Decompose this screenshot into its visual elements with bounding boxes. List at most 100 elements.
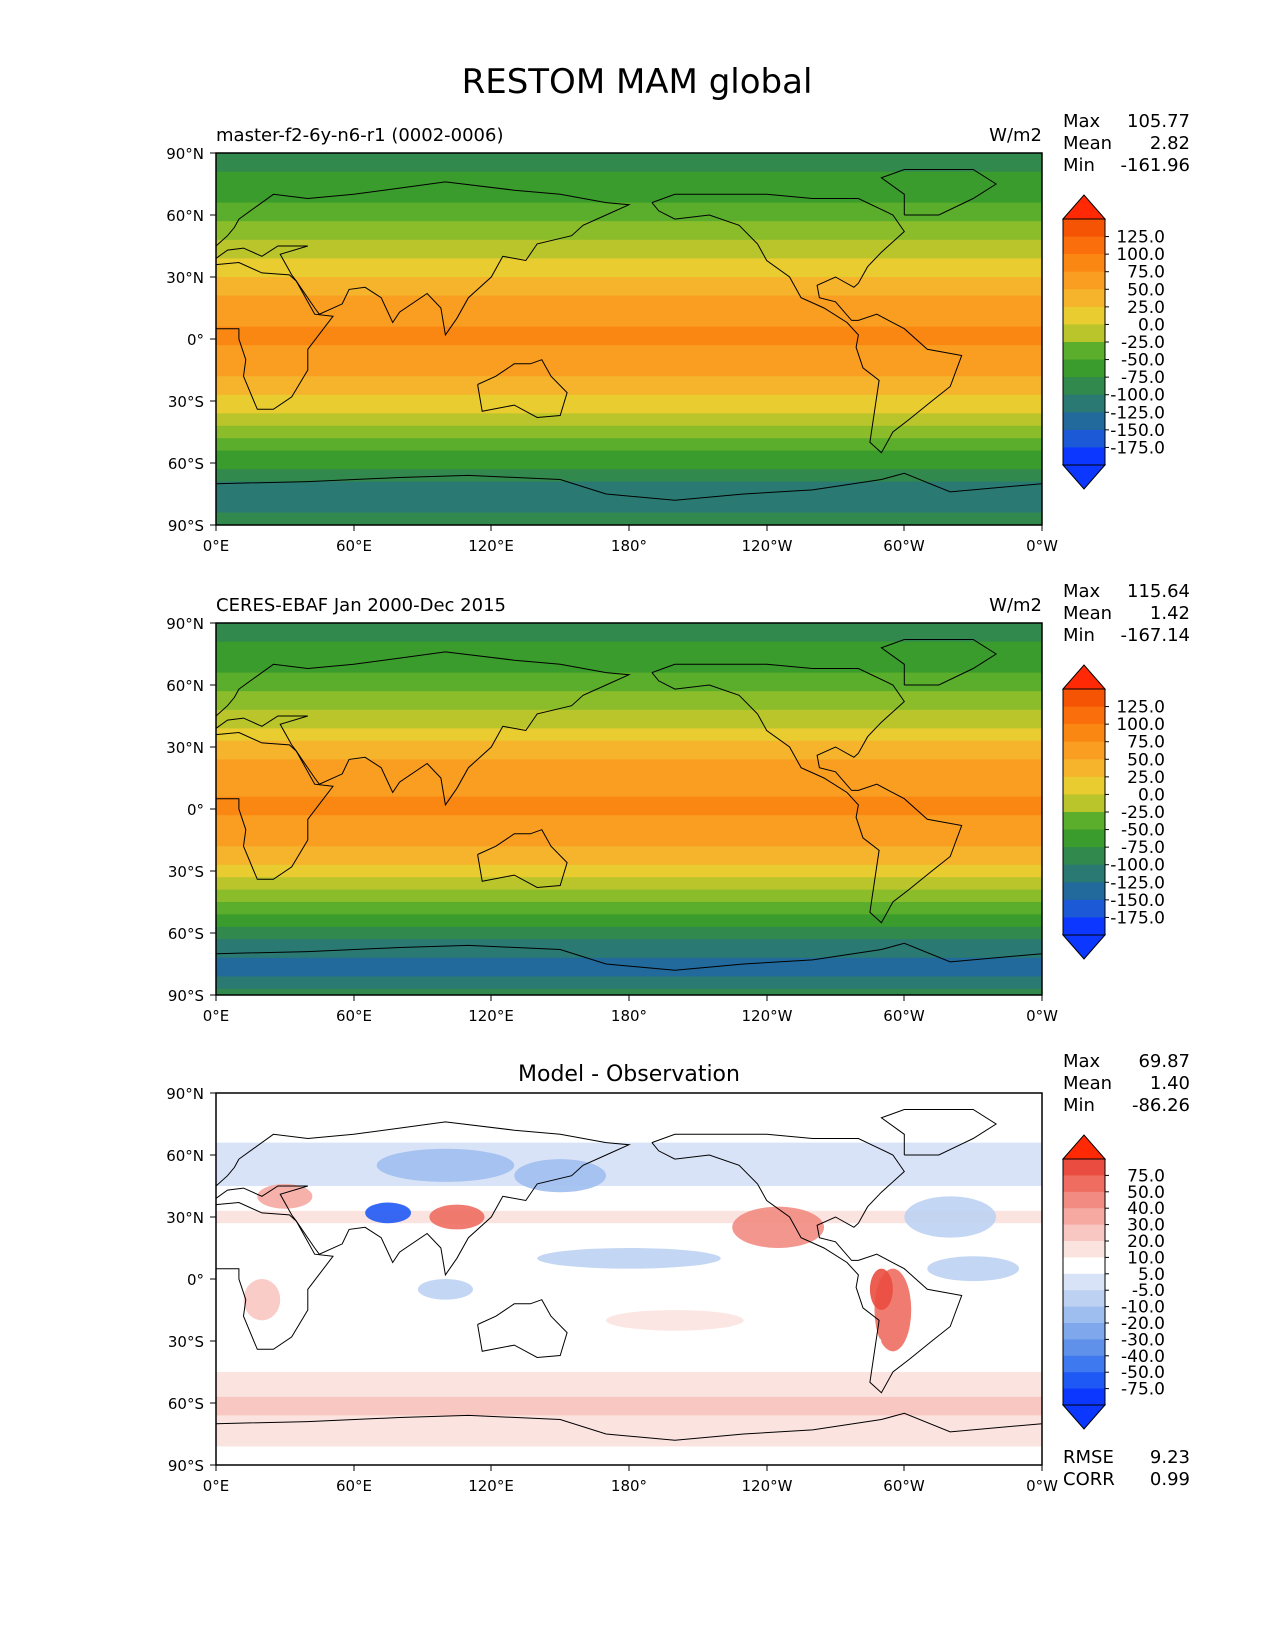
zonal-band <box>216 444 1042 452</box>
zonal-band <box>216 976 1042 984</box>
zonal-band <box>216 1124 1042 1131</box>
y-tick-label: 90°S <box>168 1457 204 1475</box>
stat-min-label: Min <box>1063 1095 1095 1116</box>
colorbar-segment <box>1063 1355 1105 1373</box>
zonal-band <box>216 1130 1042 1137</box>
coastlines <box>216 639 1042 971</box>
zonal-band <box>216 1378 1042 1385</box>
anomaly-patch <box>429 1204 485 1230</box>
y-tick-label: 60°N <box>166 677 204 695</box>
zonal-band <box>216 320 1042 328</box>
zonal-band <box>216 1279 1042 1286</box>
anomaly-patch <box>606 1310 744 1331</box>
zonal-band <box>216 345 1042 352</box>
panel-obs: CERES-EBAF Jan 2000-Dec 2015 W/m2 90°N 6… <box>166 581 1190 1025</box>
colorbar-segment <box>1063 794 1105 813</box>
zonal-band <box>216 734 1042 742</box>
colorbar-segment <box>1063 759 1105 778</box>
zonal-band <box>216 796 1042 804</box>
anomaly-patch <box>376 1148 515 1182</box>
x-axis: 0°E 60°E 120°E 180° 120°W 60°W 0°W <box>203 1465 1058 1495</box>
colorbar-tick-label: -20.0 <box>1121 1314 1165 1334</box>
zonal-band <box>216 171 1042 179</box>
zonal-band <box>216 647 1042 655</box>
y-axis: 90°N 60°N 30°N 0° 30°S 60°S 90°S <box>166 1085 216 1475</box>
metric-corr-label: CORR <box>1063 1469 1115 1490</box>
x-axis: 0°E 60°E 120°E 180° 120°W 60°W 0°W <box>203 995 1058 1025</box>
colorbar-tick-label: -100.0 <box>1110 856 1165 876</box>
stat-max-label: Max <box>1063 1051 1101 1072</box>
coastline <box>216 1201 334 1350</box>
colorbar-segment <box>1063 812 1105 831</box>
zonal-band <box>216 277 1042 284</box>
zonal-band <box>216 1198 1042 1206</box>
colorbar-segment <box>1063 1273 1105 1291</box>
zonal-band <box>216 450 1042 458</box>
colorbar-extend-top <box>1061 664 1107 690</box>
zonal-band <box>216 740 1042 748</box>
zonal-band <box>216 771 1042 779</box>
y-tick-label: 90°N <box>166 615 204 633</box>
panel-left-title: master-f2-6y-n6-r1 (0002-0006) <box>216 125 503 146</box>
anomaly-patch <box>417 1279 473 1300</box>
x-tick-label: 60°W <box>883 1477 925 1495</box>
zonal-band <box>216 370 1042 377</box>
zonal-band <box>216 939 1042 946</box>
zonal-band <box>216 1093 1042 1100</box>
y-tick-label: 30°S <box>168 863 204 881</box>
zonal-band <box>216 883 1042 891</box>
colorbar-segment <box>1063 394 1105 413</box>
zonal-band <box>216 858 1042 866</box>
coastline <box>216 731 334 880</box>
colorbar-tick-label: 30.0 <box>1127 1216 1165 1236</box>
y-axis: 90°N 60°N 30°N 0° 30°S 60°S 90°S <box>166 615 216 1005</box>
x-axis: 0°E 60°E 120°E 180° 120°W 60°W 0°W <box>203 525 1058 555</box>
zonal-band <box>216 388 1042 396</box>
x-tick-label: 180° <box>611 1007 647 1025</box>
coastline <box>216 472 1042 501</box>
colorbar-segment <box>1063 447 1105 466</box>
zonal-band <box>216 469 1042 476</box>
zonal-band <box>216 202 1042 210</box>
zonal-band <box>216 1229 1042 1237</box>
anomaly-patch <box>789 1330 882 1352</box>
zonal-band <box>216 654 1042 661</box>
colorbar-tick-label: 5.0 <box>1138 1265 1165 1285</box>
colorbar-segment <box>1063 706 1105 725</box>
zonal-band <box>216 1297 1042 1305</box>
colorbar-tick-label: 125.0 <box>1116 228 1165 248</box>
zonal-band <box>216 1148 1042 1156</box>
zonal-band <box>216 957 1042 965</box>
colorbar-tick-label: -75.0 <box>1121 838 1165 858</box>
zonal-band <box>216 809 1042 816</box>
y-tick-label: 30°S <box>168 393 204 411</box>
y-tick-label: 60°N <box>166 1147 204 1165</box>
metrics-box: RMSE 9.23 CORR 0.99 <box>1063 1447 1190 1490</box>
colorbar-tick-label: 75.0 <box>1127 733 1165 753</box>
zonal-band <box>216 1341 1042 1348</box>
zonal-bands <box>216 623 1042 995</box>
x-tick-label: 60°E <box>336 1007 372 1025</box>
colorbar-segment <box>1063 917 1105 936</box>
panel-model: master-f2-6y-n6-r1 (0002-0006) W/m2 90°N… <box>166 111 1190 555</box>
y-tick-label: 90°N <box>166 145 204 163</box>
zonal-band <box>216 1365 1042 1373</box>
zonal-band <box>216 1384 1042 1392</box>
zonal-band <box>216 301 1042 309</box>
zonal-band <box>216 1241 1042 1249</box>
colorbar-tick-label: -125.0 <box>1110 873 1165 893</box>
coastline <box>216 261 334 410</box>
colorbar-segment <box>1063 1224 1105 1242</box>
colorbar-tick-label: 100.0 <box>1116 715 1165 735</box>
colorbar-segment <box>1063 412 1105 431</box>
zonal-band <box>216 629 1042 636</box>
zonal-band <box>216 784 1042 791</box>
colorbar-segment <box>1063 1241 1105 1258</box>
colorbar-tick-label: 125.0 <box>1116 698 1165 718</box>
zonal-band <box>216 1434 1042 1441</box>
colorbar-tick-label: 10.0 <box>1127 1248 1165 1268</box>
zonal-band <box>216 1136 1042 1144</box>
coastline <box>216 942 1042 971</box>
y-tick-label: 90°S <box>168 517 204 535</box>
